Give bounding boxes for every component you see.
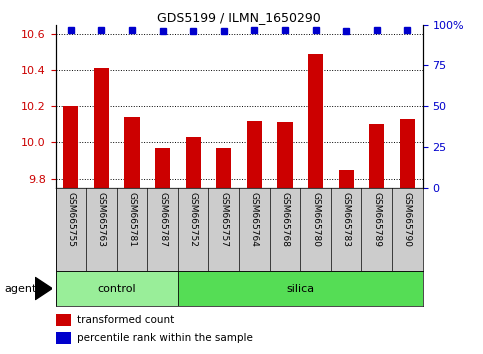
- Bar: [185, 137, 201, 188]
- Bar: [247, 121, 262, 188]
- Text: silica: silica: [286, 284, 314, 293]
- Text: GSM665789: GSM665789: [372, 192, 381, 247]
- Text: GSM665764: GSM665764: [250, 192, 259, 247]
- Bar: [125, 117, 140, 188]
- Title: GDS5199 / ILMN_1650290: GDS5199 / ILMN_1650290: [157, 11, 321, 24]
- Text: agent: agent: [5, 284, 37, 293]
- Text: GSM665781: GSM665781: [128, 192, 137, 247]
- Bar: [63, 106, 78, 188]
- Text: GSM665768: GSM665768: [281, 192, 289, 247]
- Bar: [216, 148, 231, 188]
- Text: control: control: [98, 284, 136, 293]
- Text: GSM665757: GSM665757: [219, 192, 228, 247]
- Bar: [339, 170, 354, 188]
- Bar: [94, 68, 109, 188]
- Text: GSM665787: GSM665787: [158, 192, 167, 247]
- Text: GSM665790: GSM665790: [403, 192, 412, 247]
- Bar: [277, 122, 293, 188]
- Text: GSM665780: GSM665780: [311, 192, 320, 247]
- Bar: [400, 119, 415, 188]
- Text: GSM665763: GSM665763: [97, 192, 106, 247]
- Bar: [308, 54, 323, 188]
- Text: percentile rank within the sample: percentile rank within the sample: [77, 333, 253, 343]
- Polygon shape: [35, 278, 52, 299]
- Text: transformed count: transformed count: [77, 315, 174, 325]
- Bar: [178, 271, 423, 306]
- Text: GSM665752: GSM665752: [189, 192, 198, 247]
- Bar: [369, 124, 384, 188]
- Text: GSM665783: GSM665783: [341, 192, 351, 247]
- Text: GSM665755: GSM665755: [66, 192, 75, 247]
- Bar: [56, 314, 71, 326]
- Bar: [155, 148, 170, 188]
- Bar: [56, 332, 71, 344]
- Bar: [56, 271, 178, 306]
